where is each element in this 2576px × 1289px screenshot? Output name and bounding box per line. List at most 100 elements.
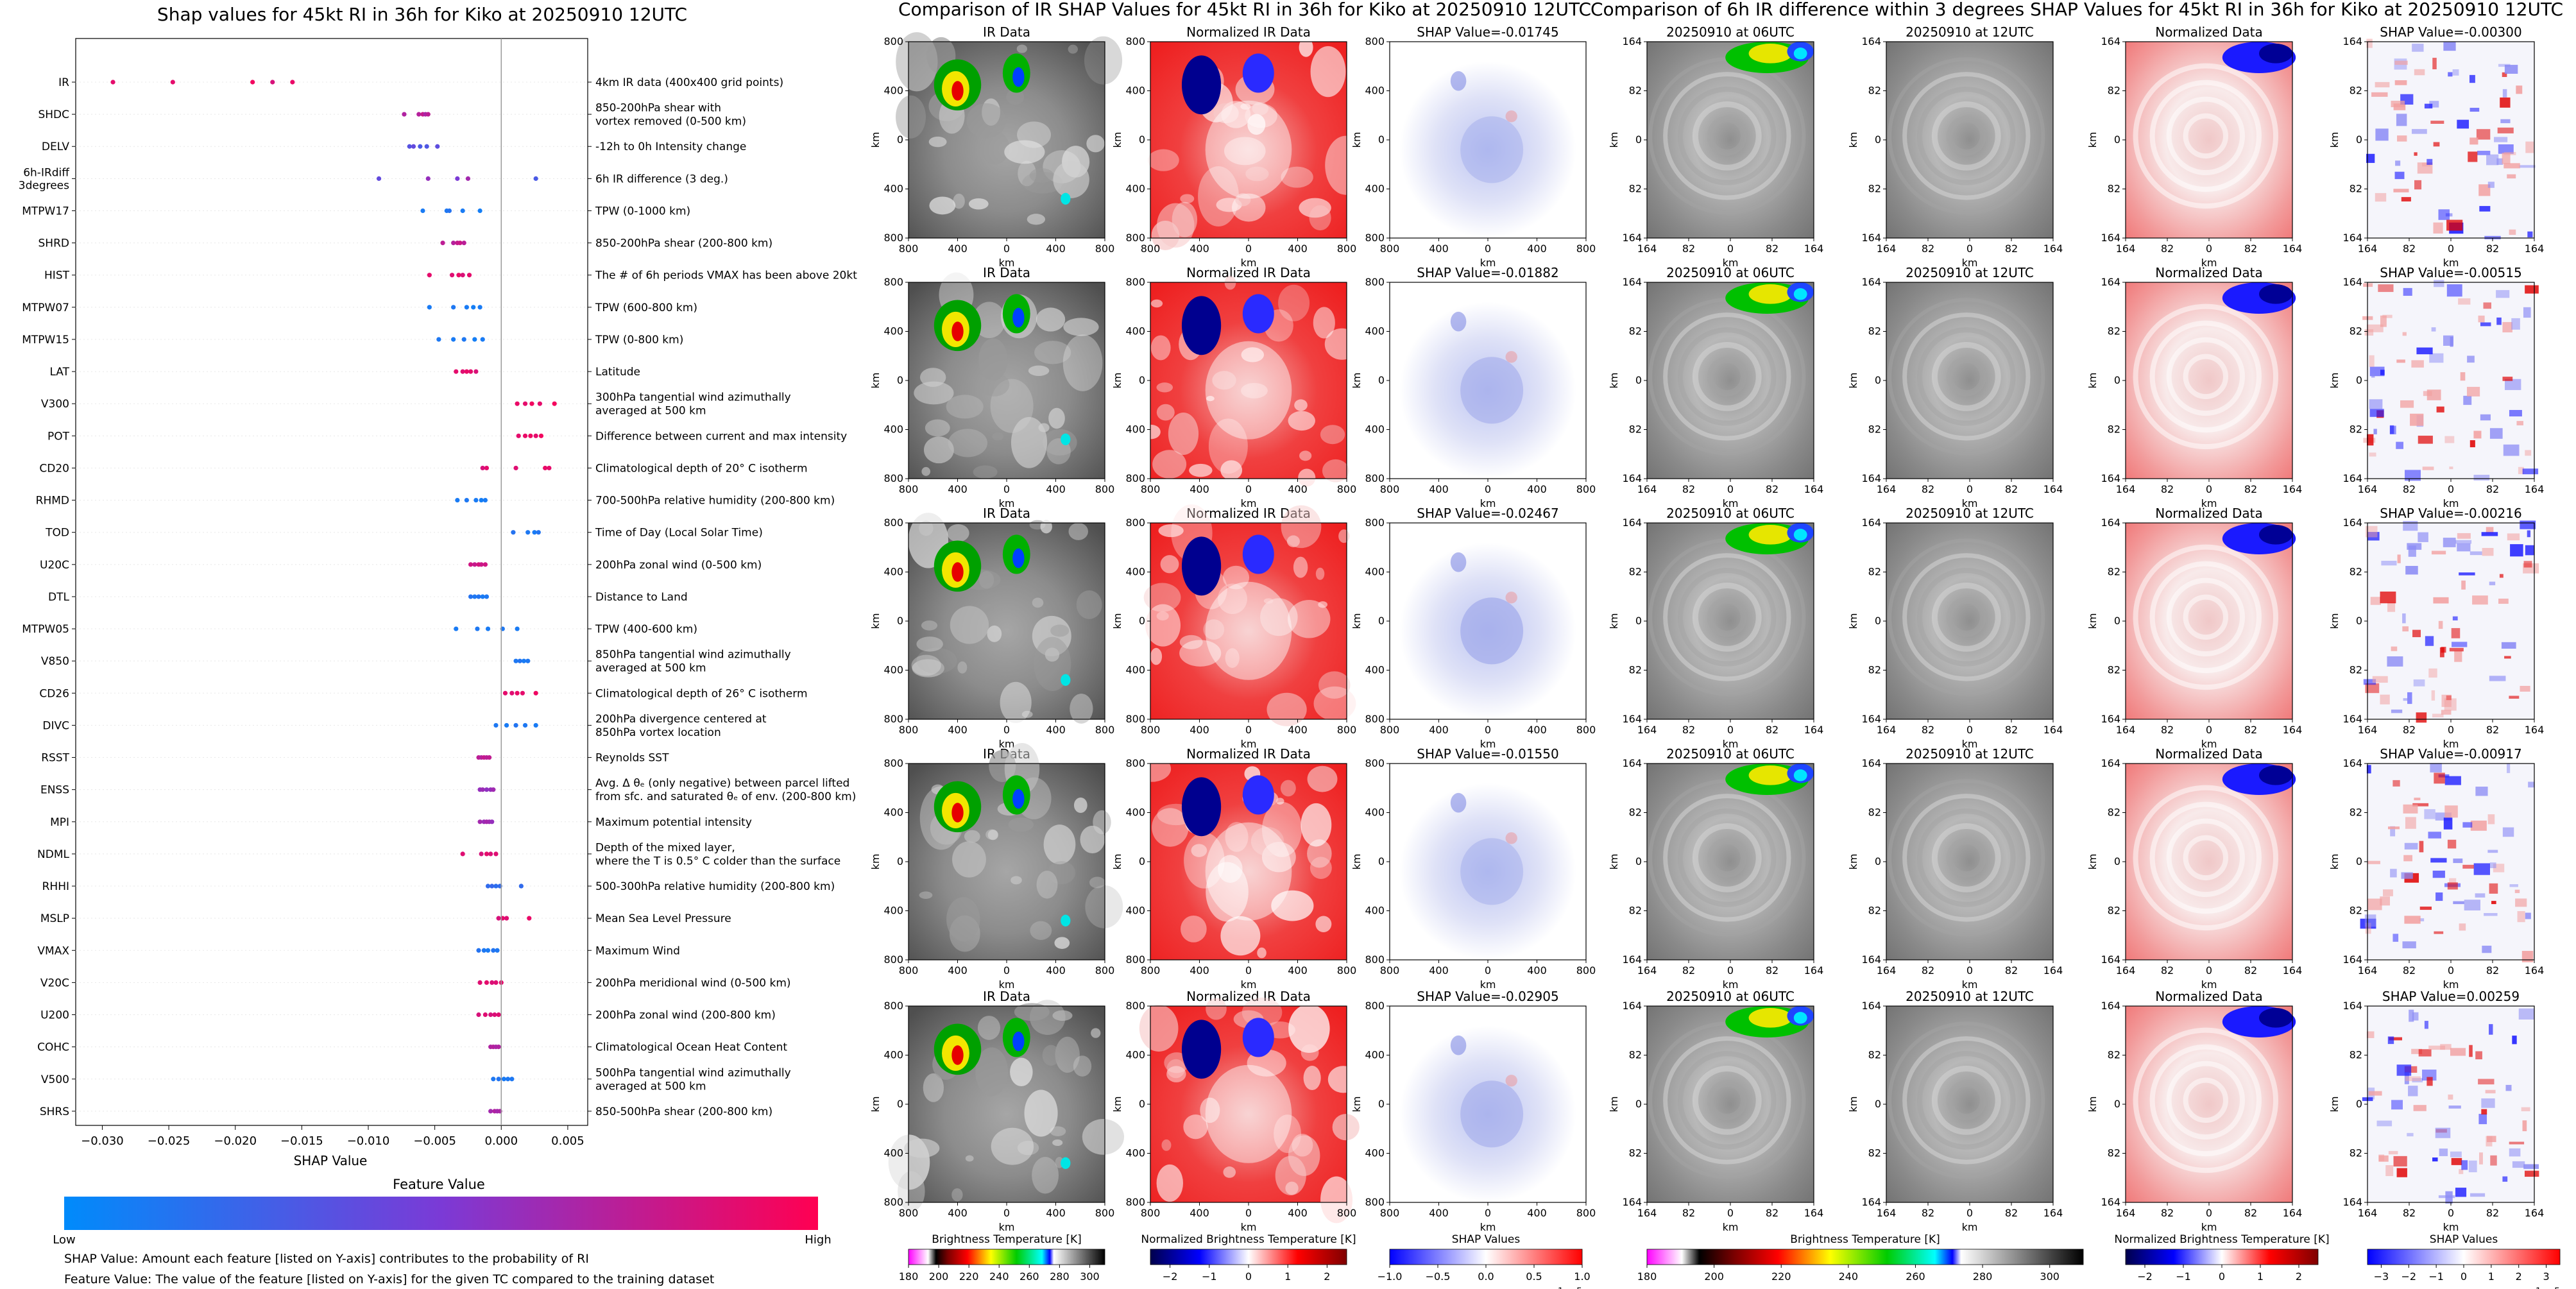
- cloud-feature: [1225, 648, 1240, 668]
- shap-cell: [2394, 80, 2407, 85]
- shap-cell: [2404, 916, 2421, 924]
- shap-point: [477, 819, 482, 824]
- shap-point: [496, 1012, 501, 1018]
- cyclone-band: [1678, 568, 1777, 667]
- panel-title-ir: IR Data: [983, 265, 1030, 280]
- shap-point: [525, 530, 531, 535]
- convection-core: [1012, 67, 1025, 87]
- shap-point: [537, 401, 542, 406]
- cyclone-band: [1707, 837, 1747, 878]
- x-tick-label: 0: [1003, 1207, 1010, 1219]
- y-axis-unit: km: [1351, 373, 1363, 389]
- cloud-feature: [1082, 1119, 1125, 1155]
- x-tick-label: 400: [1190, 483, 1209, 495]
- colorbar-tick-label: 2: [1324, 1270, 1330, 1283]
- y-axis-unit: km: [1111, 854, 1123, 870]
- y-tick-label: 164: [1861, 1196, 1881, 1208]
- y-tick-label: 0: [1139, 615, 1145, 627]
- cloud-feature: [898, 1171, 925, 1212]
- shap-point: [468, 369, 473, 374]
- shap-cell: [2487, 814, 2495, 824]
- shap-cell: [2480, 322, 2491, 327]
- shap-cell: [2408, 545, 2416, 557]
- y-tick-label: 400: [1365, 325, 1385, 337]
- shap-point: [455, 497, 460, 503]
- cold-top: [1181, 55, 1222, 115]
- feature-desc-12: Climatological depth of 20° C isotherm: [595, 462, 808, 475]
- cloud-feature: [1220, 916, 1261, 956]
- colorbar-tick-label: −2: [2401, 1270, 2416, 1283]
- panel-title-norm2: Normalized Data: [2155, 506, 2263, 521]
- shap-point: [481, 948, 486, 953]
- shap-point: [515, 626, 520, 631]
- y-tick-label: 82: [1868, 85, 1881, 97]
- convection-band: [1748, 525, 1793, 545]
- y-tick-label: 164: [1861, 953, 1881, 966]
- panel-title-norm: Normalized IR Data: [1186, 989, 1311, 1004]
- shap-cell: [2452, 616, 2458, 620]
- feature-name-10: V300: [41, 398, 69, 411]
- y-tick-label: 0: [897, 133, 903, 146]
- shap-cell: [2419, 906, 2432, 910]
- shap-cell: [2522, 1120, 2527, 1132]
- cloud-feature: [1040, 520, 1052, 534]
- shap-point: [493, 884, 499, 889]
- shap-positive-area: [1505, 110, 1517, 123]
- cloud-feature: [1222, 565, 1250, 590]
- shap-cell: [2381, 561, 2397, 566]
- cloud-feature: [1191, 844, 1207, 857]
- convection-core: [1012, 789, 1025, 809]
- y-axis-unit: km: [1608, 613, 1620, 629]
- shap-cell: [2487, 182, 2495, 188]
- y-tick-label: 400: [1365, 85, 1385, 97]
- cloud-feature: [1156, 382, 1173, 393]
- y-tick-label: 82: [2350, 807, 2362, 819]
- shap-point: [504, 722, 509, 728]
- colorbar-tick-label: −2: [1163, 1270, 1178, 1283]
- feature-desc-18: 850hPa tangential wind azimuthally: [595, 649, 791, 662]
- cyclone-band: [1888, 298, 2045, 456]
- x-tick-label: 400: [1288, 1207, 1308, 1219]
- shap-cell: [2396, 1168, 2407, 1177]
- shap-negative-area: [1460, 357, 1524, 424]
- shap-point: [509, 1077, 515, 1082]
- cloud-feature: [1000, 681, 1032, 723]
- y-tick-label: 82: [1868, 905, 1881, 917]
- feature-desc-29: 200hPa zonal wind (200-800 km): [595, 1009, 776, 1022]
- shap-point: [440, 241, 445, 246]
- cloud-feature: [916, 636, 943, 652]
- ir-comparison-title: Comparison of IR SHAP Values for 45kt RI…: [898, 0, 1591, 20]
- shap-point: [509, 690, 515, 696]
- feature-desc-31: 500hPa tangential wind azimuthally: [595, 1066, 791, 1079]
- cyclone-band: [2166, 577, 2246, 657]
- y-tick-label: 164: [1622, 1000, 1642, 1012]
- colorbar-tick-label: −1.0: [1378, 1270, 1403, 1283]
- colorbar-label: Brightness Temperature [K]: [1790, 1233, 1940, 1246]
- shap-cell: [2455, 540, 2472, 544]
- shap-point: [485, 626, 491, 631]
- cloud-feature: [1016, 44, 1027, 53]
- cloud-feature: [1225, 822, 1249, 852]
- x-tick-label: 0: [2448, 1207, 2454, 1219]
- x-tick-label: 164: [2358, 1207, 2378, 1219]
- shap-cell: [2408, 1086, 2418, 1097]
- shap-cell: [2419, 918, 2425, 921]
- x-axis-unit: km: [2201, 257, 2217, 269]
- x-tick-label: 400: [1527, 243, 1547, 255]
- y-axis-unit: km: [2328, 1097, 2341, 1113]
- feature-name-27: VMAX: [37, 944, 69, 957]
- shap-point: [451, 241, 456, 246]
- shap-cell: [2432, 870, 2445, 878]
- cloud-feature: [1278, 284, 1310, 321]
- shap-cell: [2522, 468, 2539, 475]
- x-axis-unit: km: [2443, 1221, 2459, 1233]
- y-axis-unit: km: [1111, 613, 1123, 629]
- shap-point: [487, 755, 492, 760]
- x-tick-label: 400: [948, 964, 968, 977]
- x-tick-label: 164: [2358, 483, 2378, 495]
- x-tick-label: 164: [2283, 1207, 2303, 1219]
- cloud-feature: [1172, 201, 1198, 237]
- cloud-feature: [1224, 275, 1236, 290]
- x-tick-label: 0: [2448, 483, 2454, 495]
